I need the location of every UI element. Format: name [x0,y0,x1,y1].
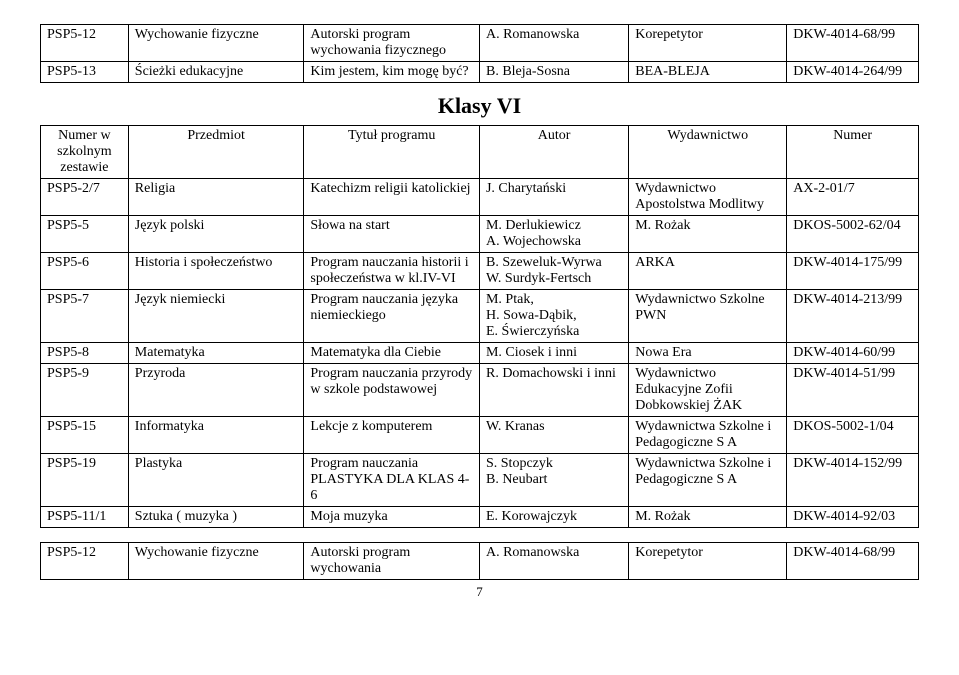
cell-code: DKW-4014-51/99 [787,364,919,417]
cell-num: PSP5-7 [41,290,129,343]
cell-program: Słowa na start [304,216,480,253]
cell-code: DKW-4014-264/99 [787,62,919,83]
cell-publisher: Wydawnictwo Edukacyjne Zofii Dobkowskiej… [629,364,787,417]
cell-code: DKOS-5002-1/04 [787,417,919,454]
cell-program: Moja muzyka [304,507,480,528]
cell-subject: Wychowanie fizyczne [128,25,304,62]
cell-subject: Język polski [128,216,304,253]
cell-author: S. StopczykB. Neubart [479,454,628,507]
cell-publisher: Wydawnictwo Szkolne PWN [629,290,787,343]
cell-num: PSP5-12 [41,25,129,62]
cell-publisher: BEA-BLEJA [629,62,787,83]
top-table: PSP5-12Wychowanie fizyczneAutorski progr… [40,24,919,83]
cell-code: DKOS-5002-62/04 [787,216,919,253]
cell-num: PSP5-15 [41,417,129,454]
cell-subject: Ścieżki edukacyjne [128,62,304,83]
cell-num: PSP5-19 [41,454,129,507]
cell-num: PSP5-9 [41,364,129,417]
cell-code: DKW-4014-60/99 [787,343,919,364]
cell-program: Matematyka dla Ciebie [304,343,480,364]
header-row: Numer w szkolnym zestawie Przedmiot Tytu… [41,126,919,179]
cell-program: Kim jestem, kim mogę być? [304,62,480,83]
table-row: PSP5-13Ścieżki edukacyjneKim jestem, kim… [41,62,919,83]
cell-program: Autorski program wychowania [304,543,480,580]
table-row: PSP5-12Wychowanie fizyczneAutorski progr… [41,25,919,62]
cell-code: DKW-4014-213/99 [787,290,919,343]
section-title: Klasy VI [40,83,919,125]
cell-publisher: Wydawnictwa Szkolne i Pedagogiczne S A [629,454,787,507]
cell-publisher: Nowa Era [629,343,787,364]
cell-subject: Plastyka [128,454,304,507]
cell-subject: Religia [128,179,304,216]
bottom-table: PSP5-12Wychowanie fizyczneAutorski progr… [40,542,919,580]
cell-code: DKW-4014-92/03 [787,507,919,528]
cell-num: PSP5-5 [41,216,129,253]
cell-program: Lekcje z komputerem [304,417,480,454]
cell-program: Program nauczania historii i społeczeńst… [304,253,480,290]
cell-num: PSP5-13 [41,62,129,83]
cell-author: M. Ciosek i inni [479,343,628,364]
header-publisher: Wydawnictwo [629,126,787,179]
cell-author: B. Szeweluk-WyrwaW. Surdyk-Fertsch [479,253,628,290]
cell-author: M. DerlukiewiczA. Wojechowska [479,216,628,253]
main-table: Numer w szkolnym zestawie Przedmiot Tytu… [40,125,919,528]
cell-author: R. Domachowski i inni [479,364,628,417]
cell-subject: Sztuka ( muzyka ) [128,507,304,528]
cell-subject: Informatyka [128,417,304,454]
header-subject: Przedmiot [128,126,304,179]
header-program: Tytuł programu [304,126,480,179]
cell-num: PSP5-6 [41,253,129,290]
header-code: Numer [787,126,919,179]
cell-code: DKW-4014-68/99 [787,543,919,580]
cell-code: DKW-4014-68/99 [787,25,919,62]
cell-publisher: M. Rożak [629,507,787,528]
cell-author: A. Romanowska [479,25,628,62]
table-row: PSP5-2/7ReligiaKatechizm religii katolic… [41,179,919,216]
cell-publisher: Korepetytor [629,543,787,580]
cell-author: E. Korowajczyk [479,507,628,528]
cell-subject: Matematyka [128,343,304,364]
cell-publisher: M. Rożak [629,216,787,253]
cell-publisher: Wydawnictwo Apostolstwa Modlitwy [629,179,787,216]
cell-num: PSP5-2/7 [41,179,129,216]
cell-author: W. Kranas [479,417,628,454]
cell-program: Program nauczania PLASTYKA DLA KLAS 4-6 [304,454,480,507]
table-row: PSP5-19PlastykaProgram nauczania PLASTYK… [41,454,919,507]
table-row: PSP5-15InformatykaLekcje z komputeremW. … [41,417,919,454]
table-row: PSP5-11/1Sztuka ( muzyka )Moja muzykaE. … [41,507,919,528]
table-row: PSP5-5Język polskiSłowa na startM. Derlu… [41,216,919,253]
cell-subject: Historia i społeczeństwo [128,253,304,290]
cell-program: Autorski program wychowania fizycznego [304,25,480,62]
table-row: PSP5-9PrzyrodaProgram nauczania przyrody… [41,364,919,417]
cell-code: AX-2-01/7 [787,179,919,216]
table-row: PSP5-6Historia i społeczeństwoProgram na… [41,253,919,290]
cell-author: M. Ptak,H. Sowa-Dąbik,E. Świerczyńska [479,290,628,343]
cell-program: Program nauczania języka niemieckiego [304,290,480,343]
header-num: Numer w szkolnym zestawie [41,126,129,179]
cell-subject: Język niemiecki [128,290,304,343]
cell-num: PSP5-8 [41,343,129,364]
cell-code: DKW-4014-152/99 [787,454,919,507]
page-number: 7 [40,584,919,600]
cell-subject: Przyroda [128,364,304,417]
cell-author: J. Charytański [479,179,628,216]
table-row: PSP5-7Język niemieckiProgram nauczania j… [41,290,919,343]
cell-author: A. Romanowska [479,543,628,580]
header-author: Autor [479,126,628,179]
table-row: PSP5-8MatematykaMatematyka dla CiebieM. … [41,343,919,364]
cell-publisher: Korepetytor [629,25,787,62]
cell-publisher: ARKA [629,253,787,290]
cell-publisher: Wydawnictwa Szkolne i Pedagogiczne S A [629,417,787,454]
cell-code: DKW-4014-175/99 [787,253,919,290]
cell-program: Program nauczania przyrody w szkole pods… [304,364,480,417]
cell-program: Katechizm religii katolickiej [304,179,480,216]
cell-author: B. Bleja-Sosna [479,62,628,83]
cell-subject: Wychowanie fizyczne [128,543,304,580]
cell-num: PSP5-12 [41,543,129,580]
table-row: PSP5-12Wychowanie fizyczneAutorski progr… [41,543,919,580]
cell-num: PSP5-11/1 [41,507,129,528]
